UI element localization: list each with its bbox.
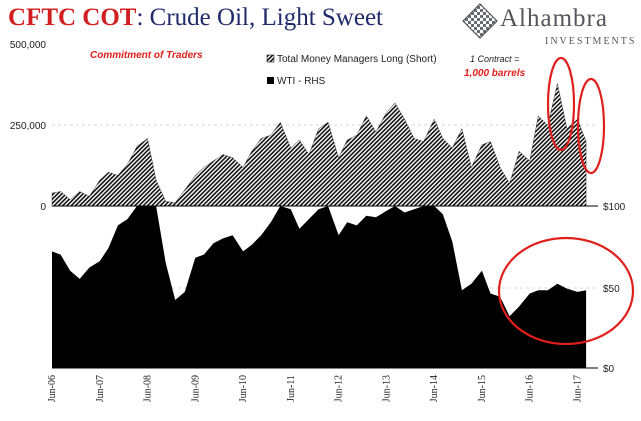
x-tick-label: Jun-07	[95, 375, 106, 402]
diamond-checker-icon	[462, 3, 498, 39]
x-tick-label: Jun-16	[525, 375, 536, 402]
logo-name: Alhambra	[500, 5, 608, 32]
x-tick-label: Jun-11	[286, 375, 297, 402]
highlight-ellipse	[497, 236, 635, 346]
x-tick-label: Jun-17	[573, 375, 584, 402]
x-tick-label: Jun-10	[238, 375, 249, 402]
contract-note-line2: 1,000 barrels	[464, 68, 526, 79]
left-tick-label: 250,000	[10, 121, 47, 132]
highlight-ellipse	[576, 77, 606, 175]
left-tick-label: 0	[40, 202, 46, 213]
chart-subtitle: Commitment of Traders	[90, 50, 203, 61]
x-tick-label: Jun-12	[334, 375, 345, 402]
legend: Total Money Managers Long (Short) WTI - …	[266, 54, 437, 87]
page-title: CFTC COT: Crude Oil, Light Sweet	[8, 4, 383, 32]
legend-swatch-hatched	[266, 54, 275, 63]
legend-swatch-solid	[267, 77, 274, 84]
x-tick-label: Jun-14	[429, 375, 440, 402]
x-tick-label: Jun-13	[381, 375, 392, 402]
money-managers-area	[51, 83, 587, 207]
legend-label: Total Money Managers Long (Short)	[277, 54, 437, 65]
left-tick-label: 500,000	[10, 40, 47, 51]
logo-subtitle: INVESTMENTS	[545, 36, 637, 47]
x-tick-label: Jun-15	[477, 375, 488, 402]
x-tick-label: Jun-06	[47, 375, 58, 402]
right-tick-label: $0	[603, 364, 615, 375]
contract-note-line1: 1 Contract =	[470, 54, 519, 64]
highlight-ellipse	[546, 56, 576, 152]
title-main: CFTC COT	[8, 4, 137, 31]
title-rest: : Crude Oil, Light Sweet	[136, 4, 383, 31]
right-tick-label: $50	[603, 284, 620, 295]
wti-area	[52, 206, 587, 368]
x-tick-labels: Jun-06 Jun-07 Jun-08 Jun-09 Jun-10 Jun-11 Jun-…	[47, 375, 584, 402]
x-tick-label: Jun-09	[190, 375, 201, 402]
x-tick-label: Jun-08	[143, 375, 154, 402]
legend-label: WTI - RHS	[277, 76, 326, 87]
right-tick-label: $100	[603, 202, 626, 213]
